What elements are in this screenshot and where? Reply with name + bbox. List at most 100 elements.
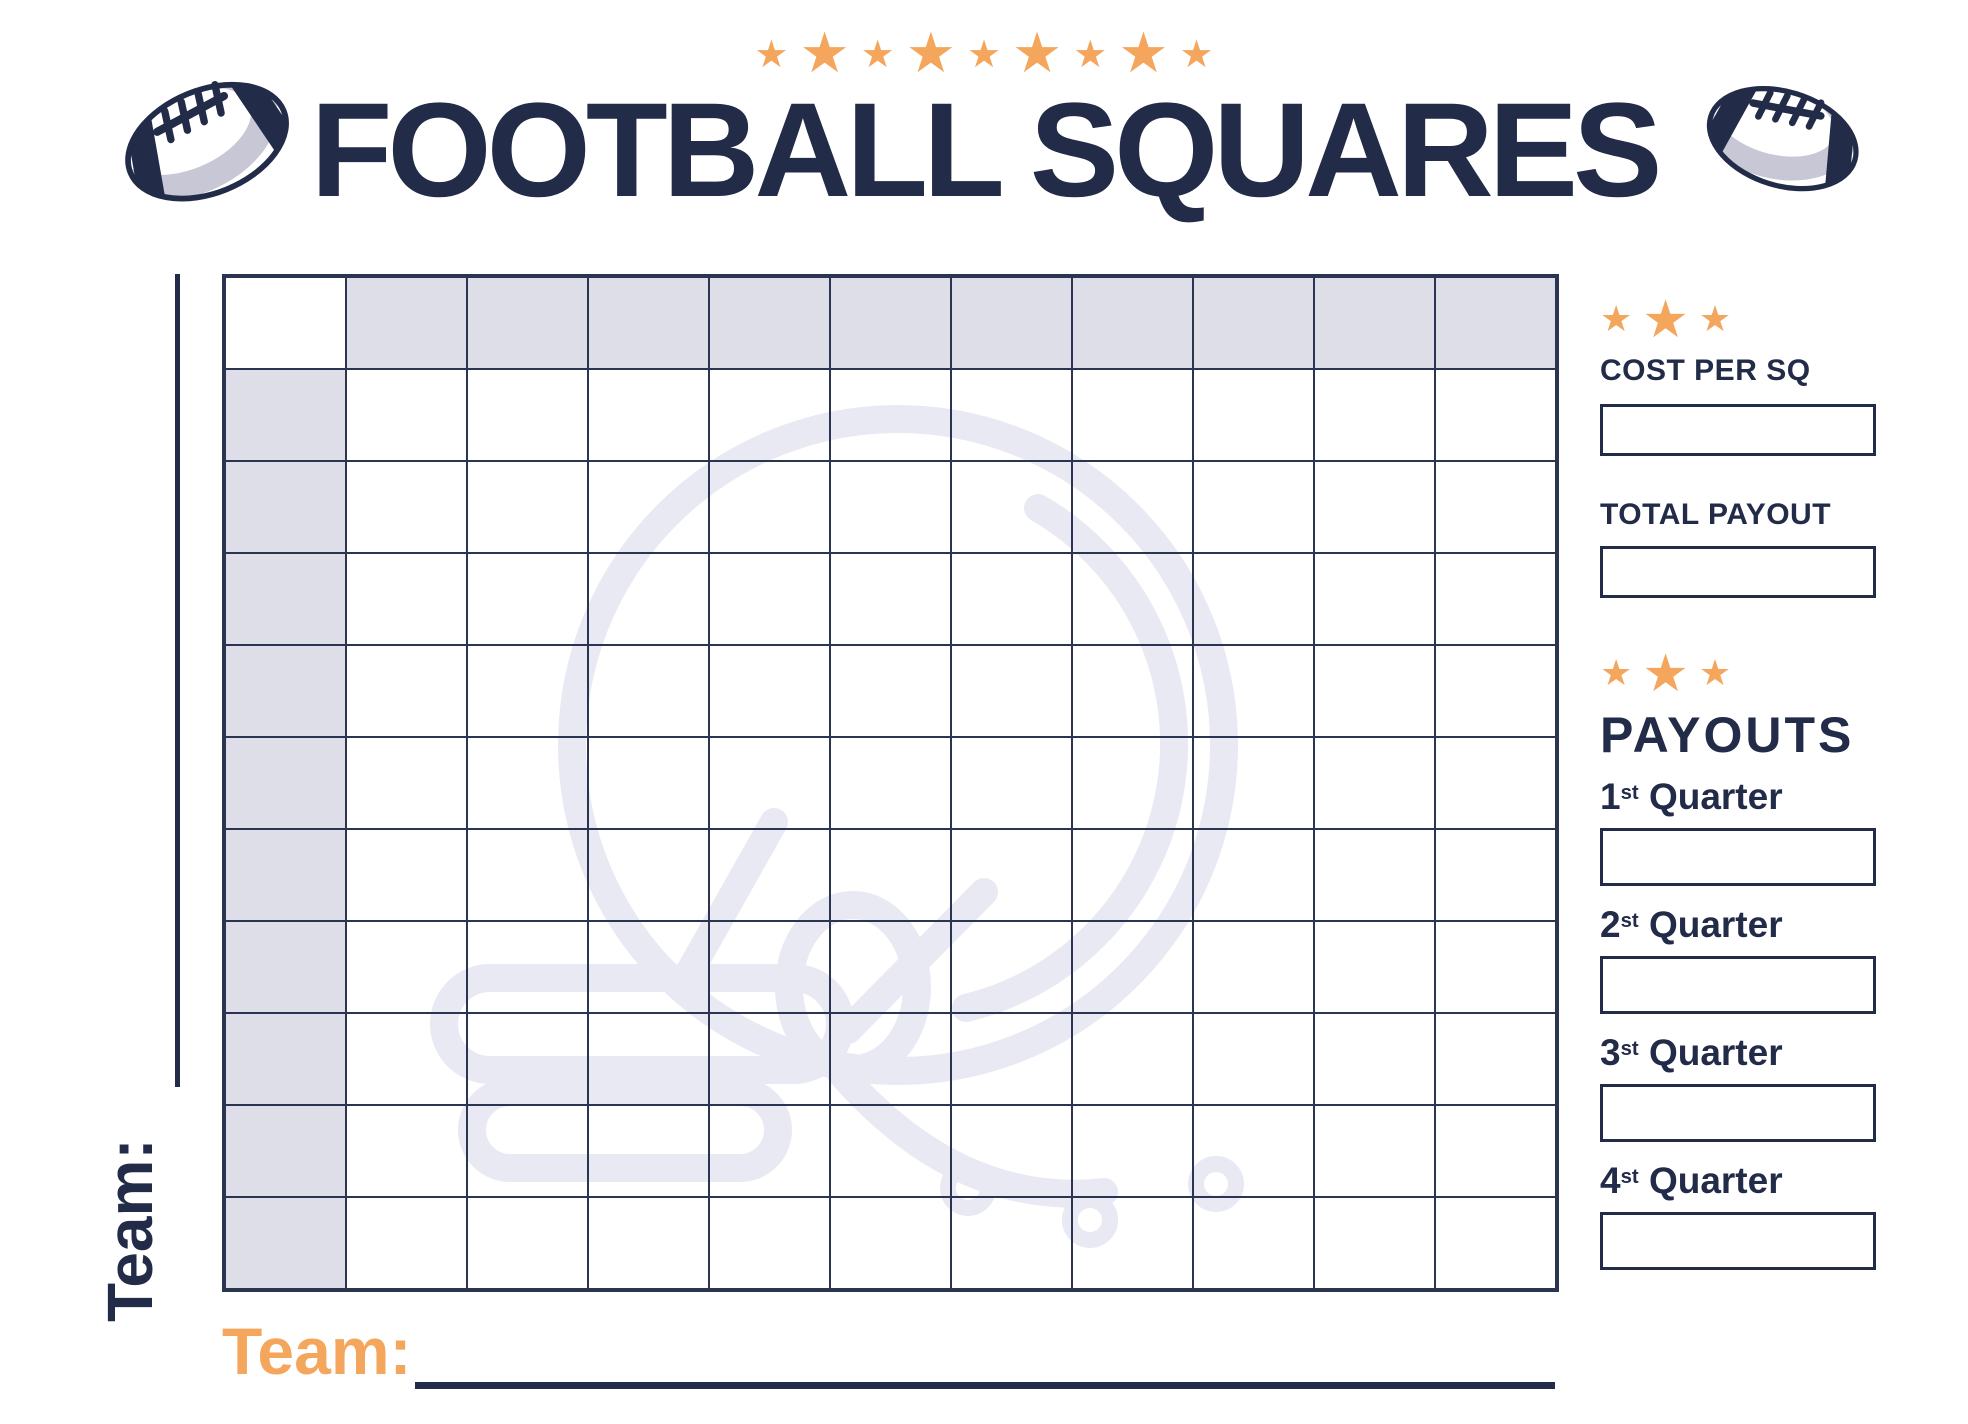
grid-cell[interactable] [1072, 1197, 1193, 1289]
grid-cell[interactable] [467, 829, 588, 921]
grid-cell[interactable] [1435, 645, 1556, 737]
row-header-cell[interactable] [225, 1105, 346, 1197]
grid-cell[interactable] [346, 645, 467, 737]
grid-cell[interactable] [588, 553, 709, 645]
row-header-cell[interactable] [225, 461, 346, 553]
grid-cell[interactable] [951, 921, 1072, 1013]
grid-cell[interactable] [467, 1105, 588, 1197]
grid-cell[interactable] [1314, 645, 1435, 737]
grid-cell[interactable] [951, 829, 1072, 921]
row-header-cell[interactable] [225, 829, 346, 921]
column-header-cell[interactable] [709, 277, 830, 369]
grid-cell[interactable] [830, 645, 951, 737]
quarter-2-payout-box[interactable] [1600, 956, 1876, 1014]
column-header-cell[interactable] [1314, 277, 1435, 369]
grid-cell[interactable] [709, 369, 830, 461]
grid-cell[interactable] [1193, 921, 1314, 1013]
grid-cell[interactable] [830, 921, 951, 1013]
grid-cell[interactable] [1193, 1197, 1314, 1289]
grid-cell[interactable] [1072, 369, 1193, 461]
grid-cell[interactable] [830, 737, 951, 829]
grid-cell[interactable] [467, 369, 588, 461]
grid-cell[interactable] [1435, 1013, 1556, 1105]
grid-cell[interactable] [709, 1013, 830, 1105]
grid-cell[interactable] [951, 369, 1072, 461]
team-name-line-left[interactable] [175, 274, 180, 1087]
grid-cell[interactable] [1072, 1105, 1193, 1197]
grid-cell[interactable] [1072, 737, 1193, 829]
grid-cell[interactable] [1435, 829, 1556, 921]
grid-cell[interactable] [1435, 461, 1556, 553]
grid-cell[interactable] [467, 461, 588, 553]
grid-cell[interactable] [709, 1105, 830, 1197]
column-header-cell[interactable] [1435, 277, 1556, 369]
grid-cell[interactable] [346, 829, 467, 921]
grid-cell[interactable] [346, 1197, 467, 1289]
grid-cell[interactable] [1193, 645, 1314, 737]
grid-cell[interactable] [1314, 553, 1435, 645]
grid-cell[interactable] [1314, 829, 1435, 921]
grid-cell[interactable] [1314, 1197, 1435, 1289]
grid-cell[interactable] [709, 553, 830, 645]
grid-cell[interactable] [467, 1013, 588, 1105]
grid-cell[interactable] [1072, 461, 1193, 553]
column-header-cell[interactable] [951, 277, 1072, 369]
grid-cell[interactable] [1314, 1013, 1435, 1105]
column-header-cell[interactable] [346, 277, 467, 369]
grid-cell[interactable] [951, 1013, 1072, 1105]
grid-cell[interactable] [830, 461, 951, 553]
row-header-cell[interactable] [225, 737, 346, 829]
grid-cell[interactable] [467, 645, 588, 737]
row-header-cell[interactable] [225, 553, 346, 645]
grid-cell[interactable] [1435, 737, 1556, 829]
grid-cell[interactable] [1072, 829, 1193, 921]
grid-cell[interactable] [1435, 921, 1556, 1013]
grid-cell[interactable] [588, 921, 709, 1013]
grid-cell[interactable] [951, 645, 1072, 737]
row-header-cell[interactable] [225, 1013, 346, 1105]
grid-cell[interactable] [951, 461, 1072, 553]
grid-cell[interactable] [1072, 645, 1193, 737]
grid-cell[interactable] [1314, 369, 1435, 461]
row-header-cell[interactable] [225, 1197, 346, 1289]
grid-cell[interactable] [830, 369, 951, 461]
grid-cell[interactable] [709, 461, 830, 553]
column-header-cell[interactable] [1072, 277, 1193, 369]
grid-cell[interactable] [588, 369, 709, 461]
quarter-3-payout-box[interactable] [1600, 1084, 1876, 1142]
grid-cell[interactable] [1435, 553, 1556, 645]
grid-cell[interactable] [1314, 921, 1435, 1013]
grid-cell[interactable] [346, 1013, 467, 1105]
grid-cell[interactable] [1193, 553, 1314, 645]
quarter-4-payout-box[interactable] [1600, 1212, 1876, 1270]
grid-cell[interactable] [1193, 369, 1314, 461]
grid-cell[interactable] [709, 645, 830, 737]
column-header-cell[interactable] [588, 277, 709, 369]
grid-cell[interactable] [346, 461, 467, 553]
grid-cell[interactable] [588, 1197, 709, 1289]
grid-cell[interactable] [467, 1197, 588, 1289]
grid-cell[interactable] [951, 1105, 1072, 1197]
team-name-line-bottom[interactable] [415, 1382, 1555, 1389]
grid-cell[interactable] [467, 553, 588, 645]
grid-cell[interactable] [346, 1105, 467, 1197]
total-payout-box[interactable] [1600, 546, 1876, 598]
grid-cell[interactable] [588, 1105, 709, 1197]
grid-cell[interactable] [1314, 461, 1435, 553]
grid-cell[interactable] [346, 553, 467, 645]
grid-cell[interactable] [588, 829, 709, 921]
grid-cell[interactable] [830, 1013, 951, 1105]
grid-cell[interactable] [1314, 737, 1435, 829]
grid-cell[interactable] [346, 921, 467, 1013]
grid-cell[interactable] [1072, 553, 1193, 645]
grid-cell[interactable] [346, 737, 467, 829]
grid-cell[interactable] [709, 737, 830, 829]
grid-cell[interactable] [1193, 829, 1314, 921]
grid-cell[interactable] [588, 461, 709, 553]
grid-cell[interactable] [830, 1105, 951, 1197]
grid-cell[interactable] [588, 645, 709, 737]
grid-cell[interactable] [467, 921, 588, 1013]
grid-cell[interactable] [1072, 921, 1193, 1013]
grid-cell[interactable] [1193, 461, 1314, 553]
grid-cell[interactable] [346, 369, 467, 461]
